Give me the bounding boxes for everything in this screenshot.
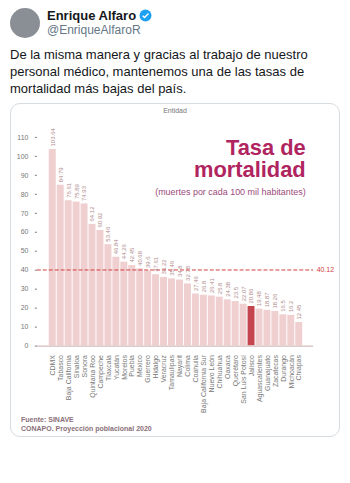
svg-text:Sonora: Sonora xyxy=(81,355,88,378)
html-text:Fuente: SINAVE: Fuente: SINAVE xyxy=(21,416,74,424)
svg-text:CDMX: CDMX xyxy=(49,355,56,376)
svg-text:40: 40 xyxy=(21,266,29,273)
svg-text:Campeche: Campeche xyxy=(97,355,105,389)
svg-text:10: 10 xyxy=(21,323,29,330)
svg-text:40.12: 40.12 xyxy=(317,266,335,273)
svg-text:Chihuahua: Chihuahua xyxy=(216,355,223,389)
svg-text:México: México xyxy=(136,355,143,377)
svg-text:23.5: 23.5 xyxy=(233,286,239,298)
svg-text:Puebla: Puebla xyxy=(128,355,135,377)
svg-text:Quintana Roo: Quintana Roo xyxy=(89,355,97,398)
svg-text:Michoacán: Michoacán xyxy=(288,355,295,389)
svg-text:Tamaulipas: Tamaulipas xyxy=(168,355,176,391)
svg-text:27.46: 27.46 xyxy=(193,275,199,291)
svg-text:74.93: 74.93 xyxy=(81,185,87,201)
svg-text:37.61: 37.61 xyxy=(153,256,159,272)
svg-text:Oaxaca: Oaxaca xyxy=(224,355,231,379)
svg-text:18.26: 18.26 xyxy=(272,293,278,309)
svg-text:22.07: 22.07 xyxy=(240,286,246,302)
svg-text:70: 70 xyxy=(21,209,29,216)
svg-text:110: 110 xyxy=(17,134,28,141)
svg-text:Nayarit: Nayarit xyxy=(176,355,184,377)
html-text:Entidad: Entidad xyxy=(163,107,187,114)
svg-text:20: 20 xyxy=(21,304,29,311)
svg-text:Morelos: Morelos xyxy=(121,355,128,380)
svg-text:50: 50 xyxy=(21,247,29,254)
svg-text:Veracruz: Veracruz xyxy=(160,355,167,383)
svg-text:20.86: 20.86 xyxy=(248,288,254,304)
svg-text:44.26: 44.26 xyxy=(121,244,127,260)
svg-text:Sinaloa: Sinaloa xyxy=(73,355,80,378)
svg-text:34.8: 34.8 xyxy=(177,265,183,277)
svg-text:24.38: 24.38 xyxy=(225,281,231,297)
svg-text:Querétaro: Querétaro xyxy=(232,355,240,386)
svg-text:84.79: 84.79 xyxy=(58,167,64,183)
svg-text:Nuevo León: Nuevo León xyxy=(208,355,215,393)
svg-text:80: 80 xyxy=(21,191,29,198)
svg-text:60: 60 xyxy=(21,228,29,235)
svg-text:Baja California: Baja California xyxy=(65,355,73,400)
svg-text:75.89: 75.89 xyxy=(74,184,80,200)
svg-text:26.8: 26.8 xyxy=(201,280,207,292)
svg-text:32.78: 32.78 xyxy=(185,265,191,281)
svg-text:Guanajuato: Guanajuato xyxy=(264,355,272,391)
svg-text:San Luis Potosí: San Luis Potosí xyxy=(240,355,247,404)
svg-text:Coahuila: Coahuila xyxy=(192,355,199,383)
svg-text:(muertes por cada 100 mil habi: (muertes por cada 100 mil habitantes) xyxy=(155,187,306,197)
html-text:Enrique Alfaro: Enrique Alfaro xyxy=(47,8,137,23)
svg-text:46.84: 46.84 xyxy=(113,239,119,255)
html-text:@EnriqueAlfaroR: @EnriqueAlfaroR xyxy=(47,23,141,37)
svg-text:40.68: 40.68 xyxy=(137,250,143,266)
svg-text:18.87: 18.87 xyxy=(264,292,270,308)
svg-text:30: 30 xyxy=(21,285,29,292)
html-text:CONAPO. Proyección poblacional: CONAPO. Proyección poblacional 2020 xyxy=(21,425,152,433)
svg-text:64.12: 64.12 xyxy=(89,206,95,222)
svg-text:Tabasco: Tabasco xyxy=(57,355,64,381)
svg-text:Tasa demortalidad: Tasa demortalidad xyxy=(194,135,306,182)
svg-text:19.48: 19.48 xyxy=(256,291,262,307)
svg-text:12.45: 12.45 xyxy=(296,304,302,320)
svg-text:Tlaxcala: Tlaxcala xyxy=(105,355,112,381)
svg-text:39.6: 39.6 xyxy=(145,256,151,268)
svg-text:53.46: 53.46 xyxy=(105,226,111,242)
svg-text:90: 90 xyxy=(21,172,29,179)
svg-text:Colima: Colima xyxy=(184,355,191,377)
svg-text:Hidalgo: Hidalgo xyxy=(152,355,160,379)
svg-text:Yucatán: Yucatán xyxy=(113,355,120,380)
svg-text:42.45: 42.45 xyxy=(129,247,135,263)
svg-text:Zacatecas: Zacatecas xyxy=(272,355,279,388)
svg-text:0: 0 xyxy=(25,342,29,349)
svg-text:35.46: 35.46 xyxy=(169,260,175,276)
svg-text:Guerrero: Guerrero xyxy=(144,355,151,383)
html-text:De la misma manera y gracias a: De la misma manera y gracias al trabajo … xyxy=(10,47,308,96)
svg-text:36.22: 36.22 xyxy=(161,259,167,275)
svg-text:100: 100 xyxy=(17,153,29,160)
svg-text:76.61: 76.61 xyxy=(66,182,72,198)
svg-text:Baja California Sur: Baja California Sur xyxy=(200,354,208,413)
svg-text:25.8: 25.8 xyxy=(217,282,223,294)
svg-text:Jalisco: Jalisco xyxy=(248,355,255,376)
svg-text:16.2: 16.2 xyxy=(288,300,294,312)
svg-text:26.41: 26.41 xyxy=(209,277,215,293)
svg-text:Chiapas: Chiapas xyxy=(295,355,303,381)
svg-text:103.64: 103.64 xyxy=(50,128,56,147)
svg-text:16.5: 16.5 xyxy=(280,300,286,312)
svg-text:Aguascalientes: Aguascalientes xyxy=(256,355,264,403)
svg-text:60.92: 60.92 xyxy=(97,212,103,228)
svg-text:Durango: Durango xyxy=(280,355,288,382)
